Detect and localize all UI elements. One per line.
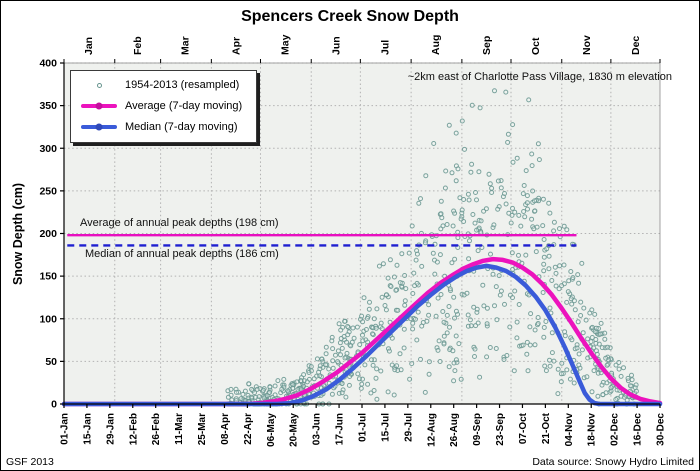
x-tick-label: 12-Aug: [426, 413, 437, 447]
legend-label: Median (7-day moving): [125, 121, 238, 133]
month-label: Apr: [230, 37, 242, 55]
x-tick-label: 02-Dec: [610, 413, 621, 446]
month-label: Feb: [132, 36, 144, 55]
y-tick-label: 50: [45, 356, 57, 368]
month-label: Dec: [630, 36, 642, 55]
author-credit: GSF 2013: [6, 456, 54, 468]
month-label: Jul: [379, 40, 391, 55]
month-label: Jun: [330, 36, 342, 55]
x-tick-label: 20-May: [289, 413, 300, 447]
month-label: Aug: [430, 35, 442, 55]
median-curve: [61, 263, 663, 407]
median-peak-annotation: Median of annual peak depths (186 cm): [85, 248, 279, 260]
legend-item-average: Average (7-day moving): [79, 100, 242, 112]
x-tick-label: 23-Sep: [495, 413, 506, 446]
month-label: May: [280, 34, 292, 55]
x-tick-label: 04-Nov: [564, 413, 575, 447]
y-tick-label: 200: [39, 228, 57, 240]
x-tick-label: 29-Jan: [105, 413, 116, 445]
x-tick-label: 26-Aug: [449, 413, 460, 447]
y-tick-label: 250: [39, 185, 57, 197]
x-tick-label: 12-Feb: [128, 413, 139, 445]
x-tick-label: 18-Nov: [587, 413, 598, 447]
legend-box: 1954-2013 (resampled) Average (7-day mov…: [70, 70, 258, 143]
y-tick-label: 100: [39, 313, 57, 325]
data-source-credit: Data source: Snowy Hydro Limited: [532, 456, 694, 468]
y-tick-label: 350: [39, 100, 57, 112]
x-tick-label: 22-Apr: [243, 413, 254, 445]
average-curve: [61, 256, 663, 407]
x-tick-label: 15-Jul: [380, 413, 391, 442]
y-tick-label: 150: [39, 271, 57, 283]
x-tick-label: 26-Feb: [151, 413, 162, 445]
legend-label: Average (7-day moving): [125, 100, 243, 112]
month-label: Jan: [83, 37, 95, 55]
x-tick-label: 30-Dec: [656, 413, 667, 446]
chart-title: Spencers Creek Snow Depth: [241, 8, 459, 25]
average-line-icon: [79, 102, 119, 110]
x-tick-label: 08-Apr: [220, 413, 231, 445]
month-label: Mar: [180, 36, 192, 55]
x-tick-label: 09-Sep: [472, 413, 483, 446]
month-label: Nov: [581, 35, 593, 55]
legend-label: 1954-2013 (resampled): [125, 79, 240, 91]
month-label: Sep: [481, 36, 493, 55]
y-tick-label: 0: [51, 399, 57, 411]
y-tick-label: 400: [39, 58, 57, 70]
x-tick-label: 01-Jan: [60, 413, 71, 445]
x-tick-label: 25-Mar: [197, 413, 208, 445]
month-label: Oct: [530, 37, 542, 55]
location-note: ~2km east of Charlotte Pass Village, 183…: [407, 71, 672, 83]
x-tick-label: 03-Jun: [312, 413, 323, 445]
median-line-icon: [79, 123, 119, 131]
x-tick-label: 11-Mar: [174, 413, 185, 445]
y-tick-label: 300: [39, 143, 57, 155]
x-tick-label: 01-Jul: [358, 413, 369, 442]
x-tick-label: 29-Jul: [403, 413, 414, 442]
x-tick-label: 16-Dec: [633, 413, 644, 446]
x-tick-label: 06-May: [266, 413, 277, 447]
average-peak-annotation: Average of annual peak depths (198 cm): [80, 217, 279, 229]
legend-item-resampled: 1954-2013 (resampled): [79, 79, 242, 91]
x-tick-label: 21-Oct: [541, 412, 552, 444]
x-tick-label: 07-Oct: [518, 412, 529, 444]
x-tick-label: 15-Jan: [82, 413, 93, 445]
scatter-marker-icon: [79, 82, 119, 88]
x-tick-label: 17-Jun: [335, 413, 346, 445]
legend-item-median: Median (7-day moving): [79, 121, 242, 133]
